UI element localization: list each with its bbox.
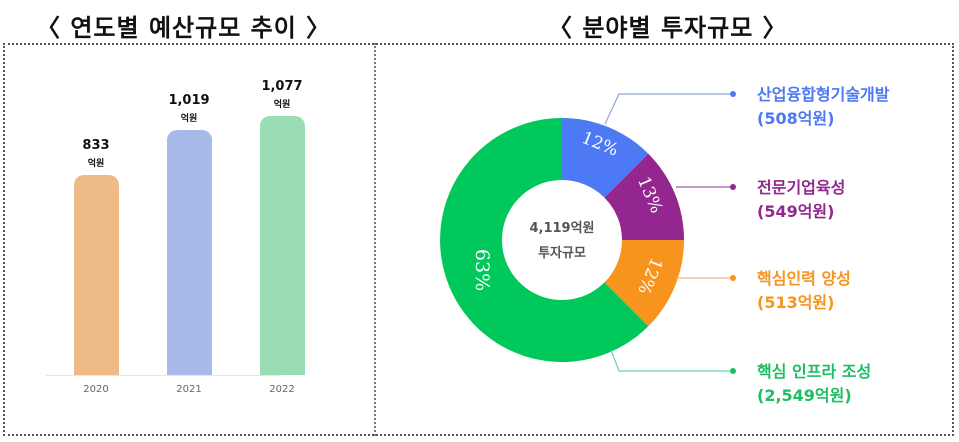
bar-2020 bbox=[74, 175, 119, 375]
legend-name: 산업융합형기술개발 bbox=[757, 85, 890, 104]
legend-amount: (508억원) bbox=[757, 109, 835, 128]
leader-line-specialized-firms bbox=[676, 184, 736, 190]
bar-2022 bbox=[260, 116, 305, 375]
legend-specialized-firms: 전문기업육성 (549억원) bbox=[757, 176, 845, 224]
legend-name: 핵심 인프라 조성 bbox=[757, 362, 872, 381]
legend-amount: (549억원) bbox=[757, 202, 835, 221]
leader-line-industry-tech bbox=[604, 91, 736, 125]
bar-value-2020: 833 bbox=[82, 138, 110, 153]
legend-core-infra: 핵심 인프라 조성 (2,549억원) bbox=[757, 360, 871, 408]
leader-line-core-talent bbox=[676, 275, 736, 281]
legend-core-talent: 핵심인력 양성 (513억원) bbox=[757, 267, 851, 315]
chart-frame bbox=[3, 43, 954, 436]
x-tick-2022: 2022 bbox=[269, 384, 295, 395]
x-tick-2021: 2021 bbox=[176, 384, 202, 395]
donut-segment-industry-tech bbox=[562, 117, 649, 198]
donut-segment-specialized-firms bbox=[604, 153, 684, 240]
x-axis-baseline bbox=[46, 375, 281, 376]
donut-center-amount: 4,119억원 bbox=[529, 221, 595, 236]
legend-name: 전문기업육성 bbox=[757, 178, 846, 197]
bar-value-2021: 1,019 bbox=[168, 93, 210, 108]
legend-amount: (513억원) bbox=[757, 293, 835, 312]
donut-center-label: 투자규모 bbox=[538, 246, 586, 261]
left-panel-title: 〈 연도별 예산규모 추이 〉 bbox=[36, 14, 332, 42]
legend-name: 핵심인력 양성 bbox=[757, 269, 851, 288]
percent-label-core-infra: 63% bbox=[471, 249, 493, 291]
donut-segment-core-talent bbox=[604, 240, 684, 327]
bar-unit-2021: 억원 bbox=[180, 114, 198, 124]
panel-divider bbox=[374, 43, 376, 436]
donut-segment-core-infra bbox=[440, 118, 649, 362]
bar-value-2022: 1,077 bbox=[261, 79, 303, 94]
leader-line-core-infra bbox=[610, 349, 736, 374]
bar-2021 bbox=[167, 130, 212, 375]
legend-industry-tech: 산업융합형기술개발 (508억원) bbox=[757, 83, 889, 131]
x-tick-2020: 2020 bbox=[83, 384, 109, 395]
legend-amount: (2,549억원) bbox=[757, 386, 852, 405]
bar-unit-2020: 억원 bbox=[87, 159, 105, 169]
right-panel-title: 〈 분야별 투자규모 〉 bbox=[548, 14, 788, 42]
bar-unit-2022: 억원 bbox=[273, 100, 291, 110]
